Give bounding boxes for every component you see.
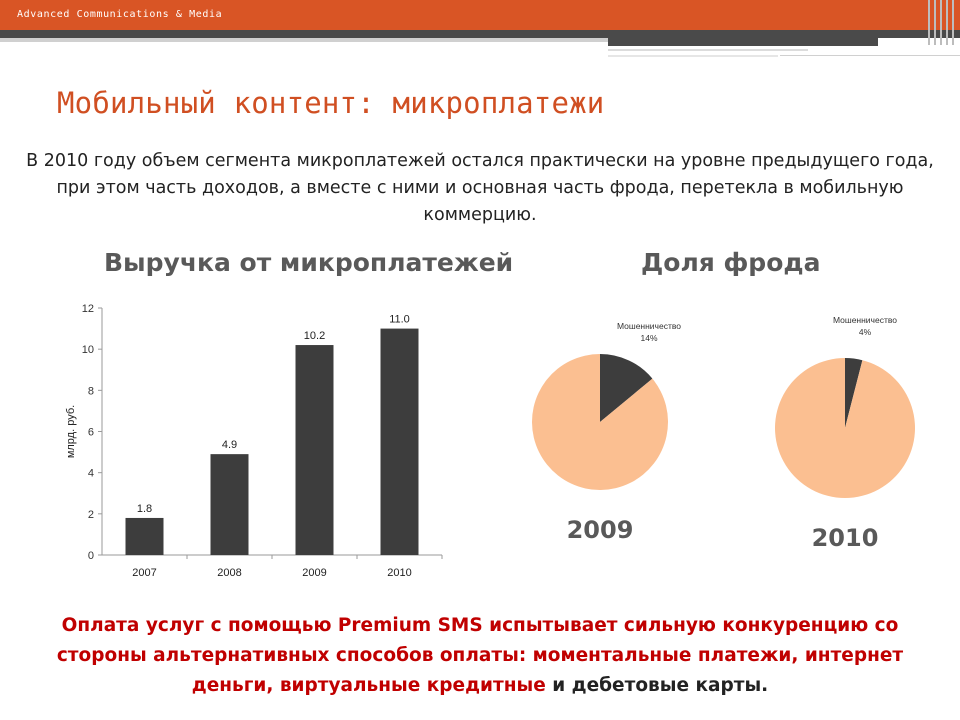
pie-slice-fraud	[600, 354, 653, 422]
y-tick-label: 10	[82, 344, 94, 356]
y-tick-label: 2	[88, 509, 94, 521]
bar-2010	[380, 328, 419, 555]
header-pale-band	[0, 38, 608, 42]
bottom-note-line: стороны альтернативных способов оплаты: …	[56, 645, 904, 666]
bar-chart: 0 2 4 6 8 10 12 млрд. руб. 1.8 2007 4.9 2008 10.2 200…	[65, 303, 443, 579]
corner-stripe	[946, 0, 948, 45]
pie-label: Мошенничество	[833, 315, 897, 325]
y-tick-label: 12	[82, 303, 94, 315]
pie-value-label: 4%	[859, 327, 872, 337]
pie-charts-title: Доля фрода	[641, 248, 821, 277]
header-grey-step	[608, 38, 878, 46]
pie-slice-rest	[532, 354, 668, 490]
bottom-note-line: деньги, виртуальные кредитные и дебетовы…	[10, 671, 950, 701]
y-tick-label: 8	[88, 385, 94, 397]
pie-slice-fraud	[845, 358, 863, 428]
bar-chart-title: Выручка от микроплатежей	[104, 248, 514, 277]
pie-year-label: 2010	[812, 524, 879, 552]
header-thin-line	[780, 55, 960, 56]
bottom-note-line: Оплата услуг с помощью Premium SMS испыт…	[61, 615, 899, 636]
pie-value-label: 14%	[640, 333, 657, 343]
x-tick-label-2007: 2007	[132, 567, 156, 579]
pie-chart-2009: Мошенничество 14% 2009	[532, 321, 681, 544]
data-label-2009: 10.2	[304, 330, 325, 342]
y-tick-label: 0	[88, 550, 94, 562]
data-label-2007: 1.8	[137, 503, 152, 515]
y-tick-label: 6	[88, 427, 94, 439]
pie-slice-rest	[775, 358, 915, 498]
bottom-note: Оплата услуг с помощью Premium SMS испыт…	[10, 611, 950, 701]
intro-paragraph: В 2010 году объем сегмента микроплатежей…	[26, 151, 934, 225]
bar-2008	[210, 454, 249, 555]
data-label-2008: 4.9	[222, 439, 237, 451]
header-band: Advanced Communications & Media	[0, 0, 960, 30]
bottom-note-text-red: деньги, виртуальные кредитные	[191, 675, 546, 696]
x-tick-label-2009: 2009	[302, 567, 326, 579]
header-dark-band	[0, 30, 960, 38]
brand-text: Advanced Communications & Media	[17, 9, 223, 20]
x-tick-label-2010: 2010	[387, 567, 411, 579]
slide-title: Мобильный контент: микроплатежи	[57, 86, 605, 120]
corner-stripe	[940, 0, 942, 45]
bar-2009	[295, 345, 334, 555]
pie-chart-2010: Мошенничество 4% 2010	[775, 315, 915, 552]
pie-year-label: 2009	[567, 516, 634, 544]
bottom-note-text-dark: и дебетовые карты.	[545, 675, 769, 696]
bar-2007	[125, 517, 164, 555]
pie-label: Мошенничество	[617, 321, 681, 331]
corner-stripe	[928, 0, 930, 45]
x-tick-label-2008: 2008	[217, 567, 241, 579]
y-tick-label: 4	[88, 468, 94, 480]
header-thin-line	[608, 49, 808, 51]
data-label-2010: 11.0	[389, 314, 410, 326]
header-thin-line	[608, 55, 778, 57]
corner-stripe	[952, 0, 954, 45]
y-axis-label: млрд. руб.	[65, 405, 77, 458]
corner-stripe	[934, 0, 936, 45]
